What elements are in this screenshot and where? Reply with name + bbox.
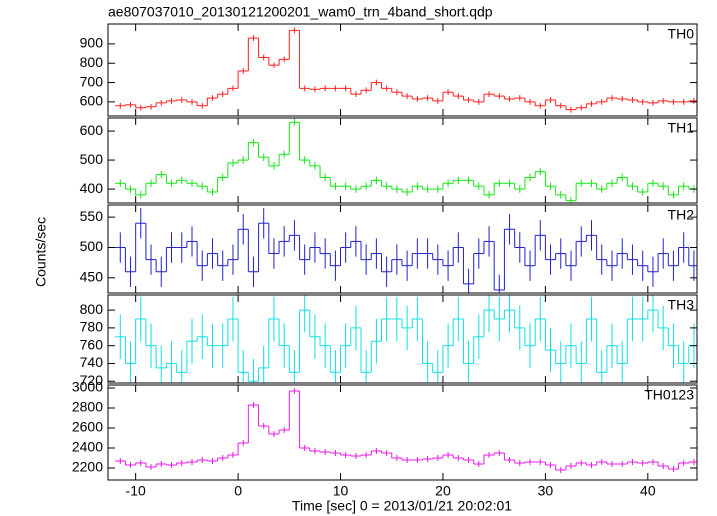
panel-plot <box>115 208 697 293</box>
panel-plot <box>115 388 697 473</box>
panel-label: TH0123 <box>644 387 694 403</box>
x-tick-label: 20 <box>435 483 451 499</box>
y-tick-label: 500 <box>80 238 104 254</box>
y-tick-label: 600 <box>80 122 104 138</box>
y-tick-label: 2600 <box>72 419 103 435</box>
y-tick-label: 800 <box>80 301 104 317</box>
panel-frame <box>107 23 698 117</box>
y-axis-label: Counts/sec <box>33 217 49 287</box>
y-tick-label: 400 <box>80 180 104 196</box>
y-tick-label: 700 <box>80 73 104 89</box>
y-tick-label: 450 <box>80 269 104 285</box>
y-tick-label: 500 <box>80 151 104 167</box>
panel-frame <box>107 117 698 204</box>
y-tick-label: 2400 <box>72 439 103 455</box>
x-tick-label: 10 <box>333 483 349 499</box>
panel-plot <box>115 27 697 113</box>
y-tick-label: 2200 <box>72 459 103 475</box>
x-tick-label: 30 <box>538 483 554 499</box>
y-tick-label: 800 <box>80 54 104 70</box>
y-tick-label: 720 <box>80 372 104 388</box>
y-tick-label: 760 <box>80 336 104 352</box>
panel-label: TH3 <box>668 297 695 313</box>
y-tick-label: 900 <box>80 35 104 51</box>
panel-label: TH2 <box>668 207 695 223</box>
panel-plot <box>115 118 697 203</box>
panel-frame <box>107 294 698 384</box>
x-axis-label: Time [sec] 0 = 2013/01/21 20:02:01 <box>292 498 512 514</box>
panel-frame <box>107 384 698 481</box>
y-tick-label: 740 <box>80 354 104 370</box>
x-tick-label: 0 <box>234 483 242 499</box>
x-tick-label: 40 <box>640 483 656 499</box>
panel-label: TH1 <box>668 120 695 136</box>
y-tick-label: 600 <box>80 93 104 109</box>
y-tick-label: 3000 <box>72 379 103 395</box>
panel-frame <box>107 204 698 294</box>
x-tick-label: -10 <box>126 483 146 499</box>
y-tick-label: 780 <box>80 319 104 335</box>
y-tick-label: 550 <box>80 208 104 224</box>
panel-label: TH0 <box>668 26 695 42</box>
y-tick-label: 2800 <box>72 399 103 415</box>
chart-title: ae807037010_20130121200201_wam0_trn_4ban… <box>108 4 493 20</box>
panel-plot <box>115 295 697 383</box>
